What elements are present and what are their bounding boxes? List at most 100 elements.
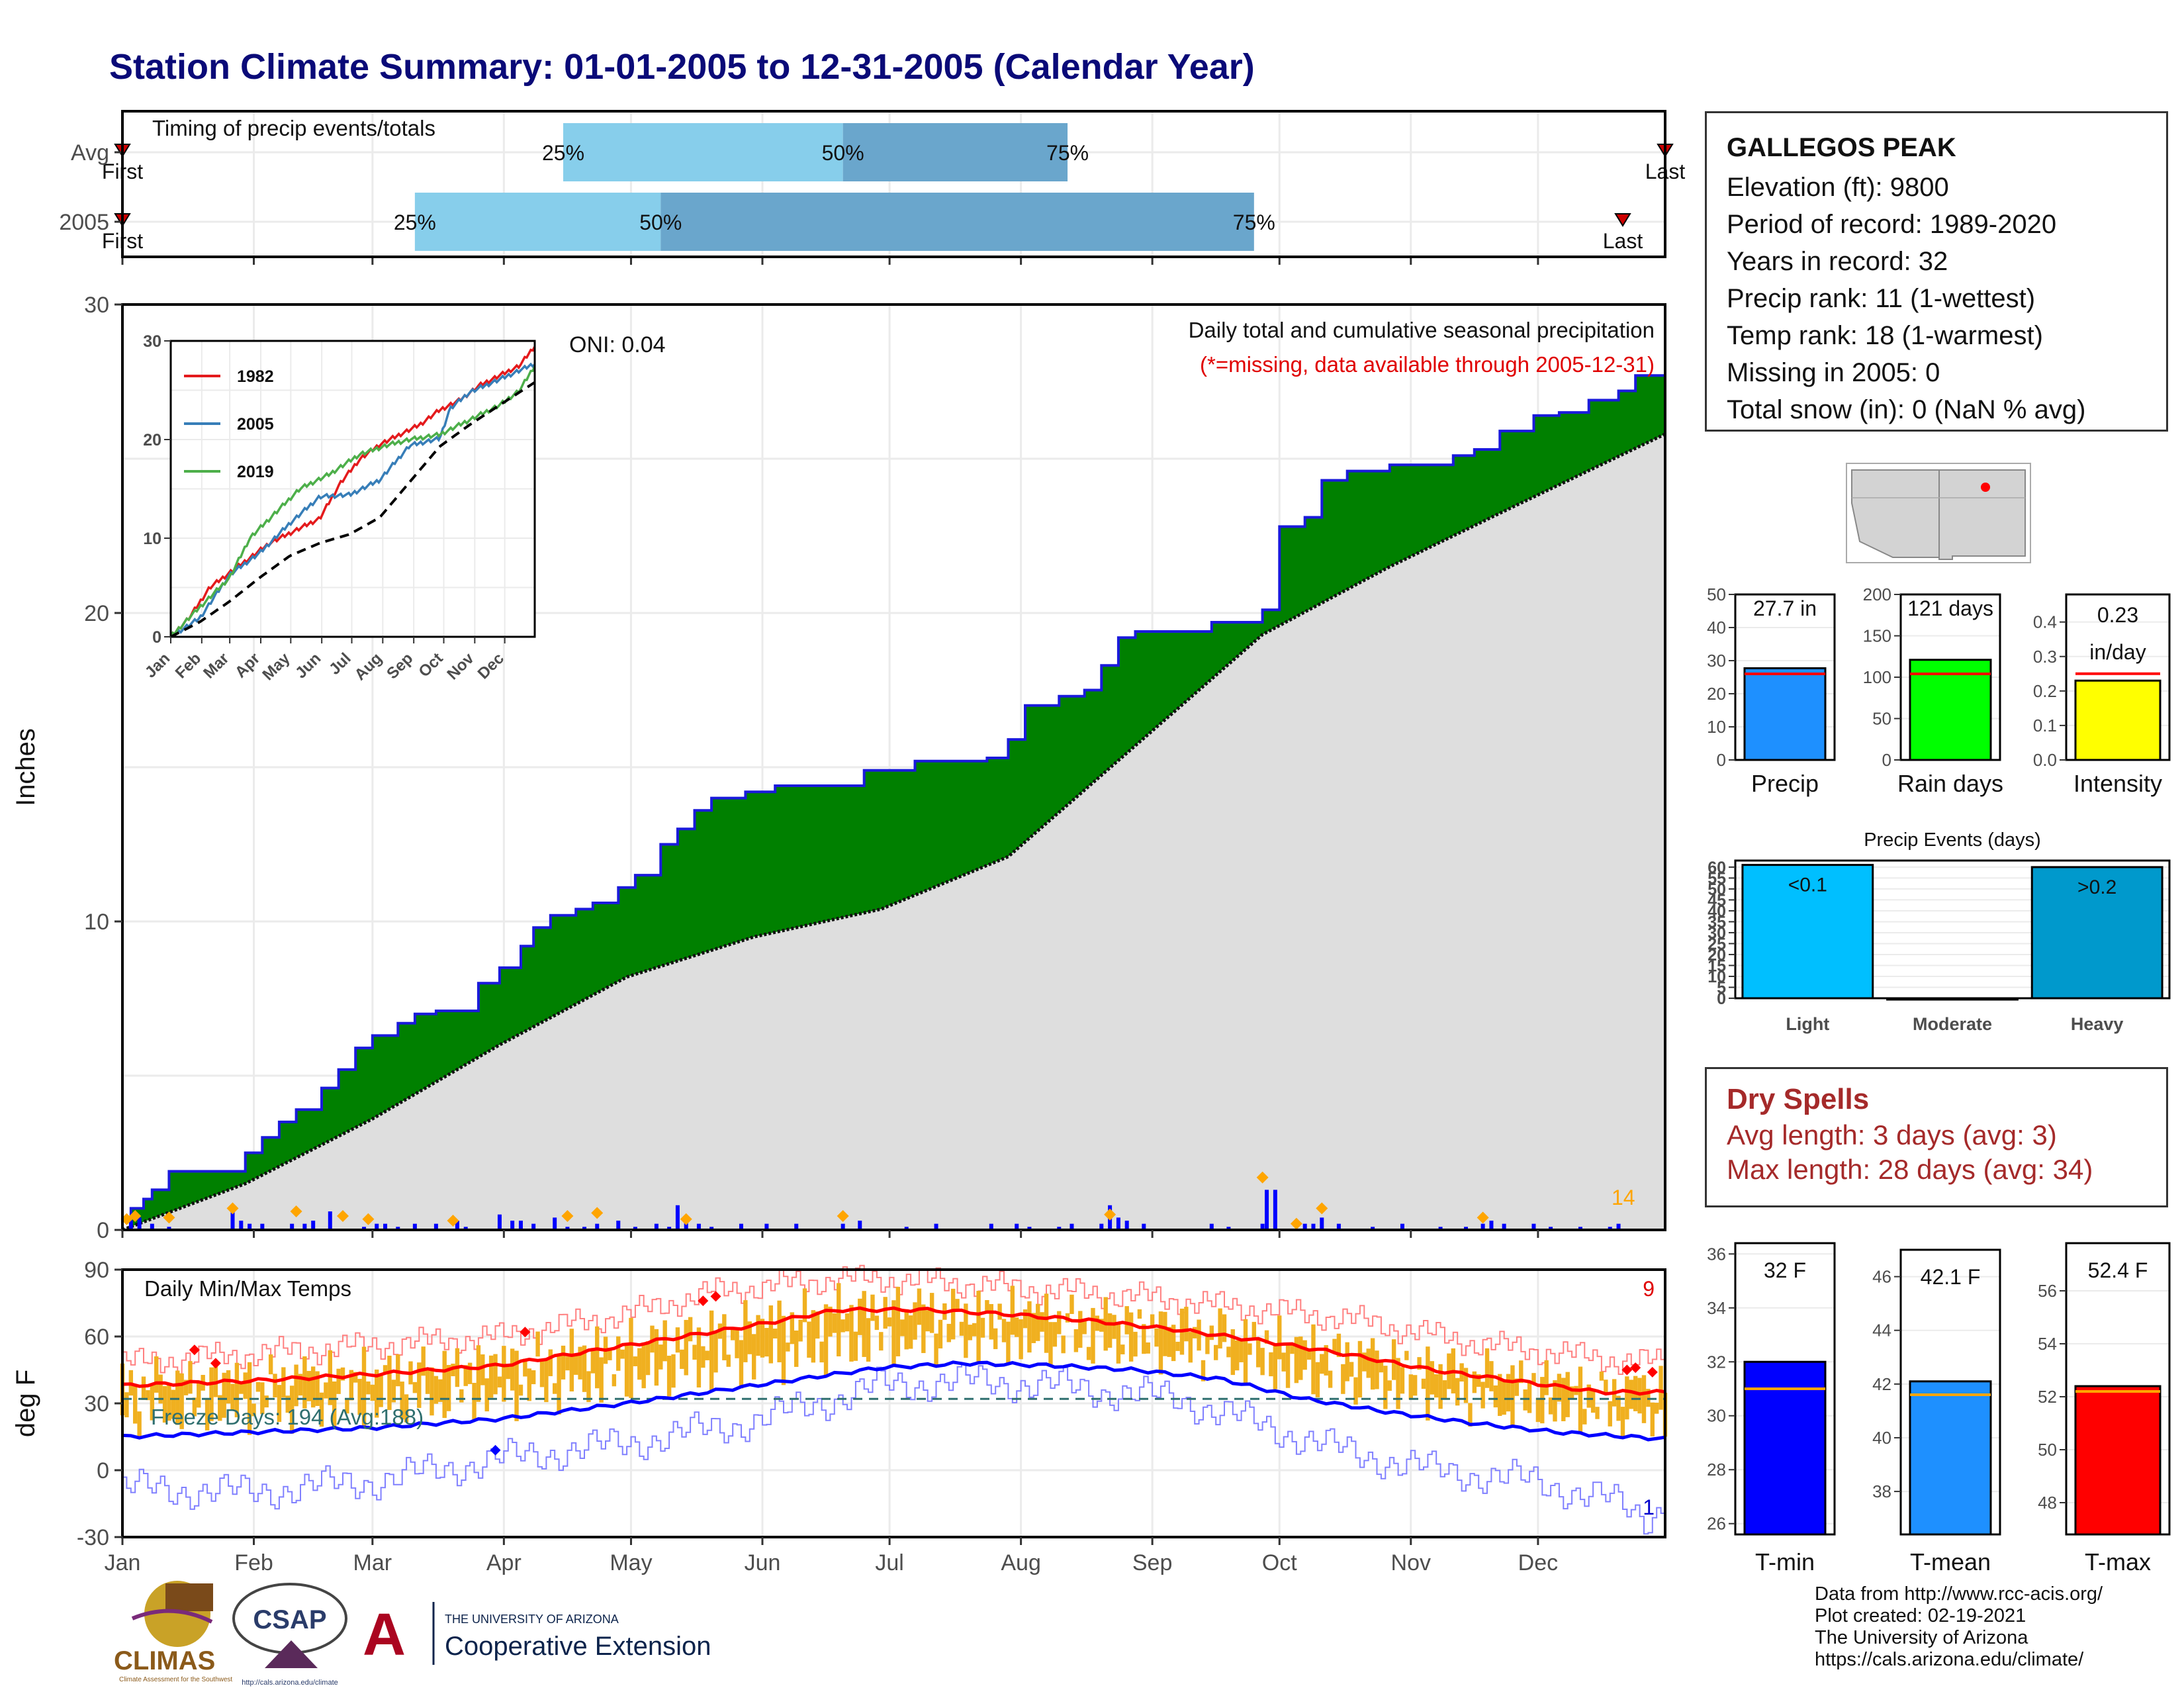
temp-daily-range-bar bbox=[209, 1367, 214, 1421]
precip-daily-bar bbox=[412, 1223, 417, 1230]
precip-daily-bar bbox=[1116, 1217, 1120, 1230]
temp-daily-range-bar bbox=[1510, 1365, 1515, 1427]
temp-daily-range-bar bbox=[1107, 1313, 1113, 1348]
minibar-y-tick-label: 44 bbox=[1872, 1321, 1891, 1340]
temp-daily-range-bar bbox=[692, 1344, 697, 1360]
temp-daily-range-bar bbox=[764, 1328, 769, 1357]
temp-daily-range-bar bbox=[518, 1384, 523, 1396]
temp-record-high-marker bbox=[710, 1291, 721, 1302]
temp-title: Daily Min/Max Temps bbox=[144, 1276, 351, 1301]
temp-daily-range-bar bbox=[336, 1368, 341, 1394]
temp-daily-range-bar bbox=[502, 1346, 506, 1402]
temp-daily-range-bar bbox=[853, 1331, 858, 1361]
temp-daily-range-bar bbox=[1073, 1329, 1079, 1352]
minibar-bar bbox=[2074, 679, 2161, 761]
temp-daily-range-bar bbox=[488, 1355, 494, 1398]
precip-extreme-marker bbox=[290, 1205, 302, 1218]
temp-daily-range-bar bbox=[412, 1382, 418, 1393]
precip-daily-bar bbox=[1302, 1223, 1307, 1230]
temp-daily-range-bar bbox=[1137, 1309, 1142, 1319]
temp-daily-range-bar bbox=[273, 1374, 277, 1397]
temp-daily-range-bar bbox=[1315, 1362, 1320, 1397]
station-snow: Total snow (in): 0 (NaN % avg) bbox=[1727, 395, 2086, 424]
temp-daily-range-bar bbox=[837, 1283, 841, 1357]
station-missing: Missing in 2005: 0 bbox=[1727, 358, 1940, 387]
inset-y-tick-label: 0 bbox=[152, 628, 161, 647]
precip-daily-bar bbox=[531, 1223, 536, 1230]
temp-daily-range-bar bbox=[1015, 1317, 1019, 1337]
temp-daily-range-bar bbox=[1281, 1352, 1286, 1372]
precip-daily-bar bbox=[904, 1227, 909, 1230]
dry-spells-max: Max length: 28 days (avg: 34) bbox=[1727, 1154, 2093, 1185]
temp-daily-range-bar bbox=[959, 1321, 964, 1336]
temp-daily-range-bar bbox=[260, 1382, 265, 1415]
station-precip-rank: Precip rank: 11 (1-wettest) bbox=[1727, 284, 2036, 313]
temp-daily-range-bar bbox=[1379, 1362, 1384, 1373]
temp-daily-range-bar bbox=[1061, 1335, 1066, 1354]
temp-daily-range-bar bbox=[1213, 1344, 1218, 1360]
precip-daily-bar bbox=[616, 1221, 621, 1230]
minibar-y-tick-label: 40 bbox=[1872, 1428, 1891, 1448]
precip-y-tick-label: 0 bbox=[97, 1218, 109, 1243]
climas-swoosh-icon bbox=[131, 1609, 213, 1624]
events-title: Precip Events (days) bbox=[1864, 829, 2041, 851]
minibar-y-tick-label: 32 bbox=[1707, 1352, 1726, 1372]
temp-daily-range-bar bbox=[946, 1323, 951, 1342]
temp-daily-range-bar bbox=[1069, 1294, 1074, 1314]
temp-daily-range-bar bbox=[1019, 1319, 1023, 1360]
temp-daily-range-bar bbox=[1044, 1293, 1049, 1353]
temp-record-high-marker bbox=[189, 1344, 200, 1356]
temp-daily-range-bar bbox=[671, 1354, 676, 1388]
timing-label-25: 25% bbox=[394, 211, 436, 234]
temp-daily-range-bar bbox=[1582, 1409, 1587, 1425]
precip-daily-bar bbox=[396, 1227, 400, 1230]
temp-daily-range-bar bbox=[1116, 1323, 1121, 1364]
precip-daily-bar bbox=[1320, 1217, 1324, 1230]
precip-extreme-marker bbox=[1256, 1171, 1269, 1184]
precip-daily-bar bbox=[383, 1223, 388, 1230]
dry-spells-title: Dry Spells bbox=[1727, 1083, 1870, 1115]
precip-daily-bar bbox=[709, 1227, 714, 1230]
temp-daily-range-bar bbox=[1523, 1389, 1527, 1411]
temp-y-tick-label: 90 bbox=[84, 1258, 109, 1283]
minibar-value-label: 42.1 F bbox=[1921, 1265, 1981, 1289]
timing-label-50: 50% bbox=[639, 211, 682, 234]
minibar-y-tick-label: 100 bbox=[1863, 667, 1891, 687]
temp-daily-range-bar bbox=[1608, 1401, 1612, 1427]
temp-daily-range-bar bbox=[938, 1319, 943, 1349]
temp-daily-range-bar bbox=[1188, 1332, 1193, 1363]
temp-daily-range-bar bbox=[514, 1350, 519, 1421]
temp-daily-range-bar bbox=[760, 1319, 765, 1358]
temp-y-tick-label: 60 bbox=[84, 1325, 109, 1350]
temp-daily-range-bar bbox=[735, 1327, 739, 1358]
precip-y-tick-label: 30 bbox=[84, 293, 109, 318]
events-y-tick-label: 60 bbox=[1707, 859, 1726, 877]
station-info-box: GALLEGOS PEAK Elevation (ft): 9800 Perio… bbox=[1705, 111, 2168, 432]
temp-daily-range-bar bbox=[616, 1336, 621, 1371]
temp-daily-range-bar bbox=[913, 1302, 917, 1340]
temp-daily-range-bar bbox=[146, 1390, 150, 1401]
temp-daily-range-bar bbox=[1260, 1348, 1265, 1376]
temp-daily-range-bar bbox=[743, 1300, 748, 1362]
temp-daily-range-bar bbox=[1218, 1308, 1222, 1349]
temp-daily-range-bar bbox=[739, 1340, 744, 1389]
temp-panel: -30 0 30 60 90 Jan Feb Mar Apr May Jun Jul Aug Sep Oct… bbox=[11, 1258, 1668, 1575]
temp-daily-range-bar bbox=[662, 1320, 667, 1362]
inset-y-tick-label: 30 bbox=[143, 332, 161, 351]
temp-daily-range-bar bbox=[387, 1355, 392, 1411]
temp-daily-range-bar bbox=[722, 1314, 727, 1360]
temp-daily-range-bar bbox=[243, 1372, 248, 1399]
events-frame bbox=[1734, 859, 2171, 1000]
events-category-label: Heavy bbox=[2071, 1014, 2124, 1034]
temp-daily-range-bar bbox=[1455, 1378, 1460, 1406]
temp-daily-range-bar bbox=[150, 1383, 155, 1421]
temp-daily-range-bar bbox=[1548, 1397, 1553, 1415]
temp-daily-range-bar bbox=[929, 1293, 934, 1333]
temp-daily-range-bar bbox=[964, 1303, 968, 1358]
temp-daily-range-bar bbox=[887, 1317, 892, 1327]
temp-daily-range-bar bbox=[1001, 1319, 1007, 1342]
precip-daily-bar bbox=[989, 1223, 993, 1230]
oni-label: ONI: 0.04 bbox=[569, 332, 666, 357]
